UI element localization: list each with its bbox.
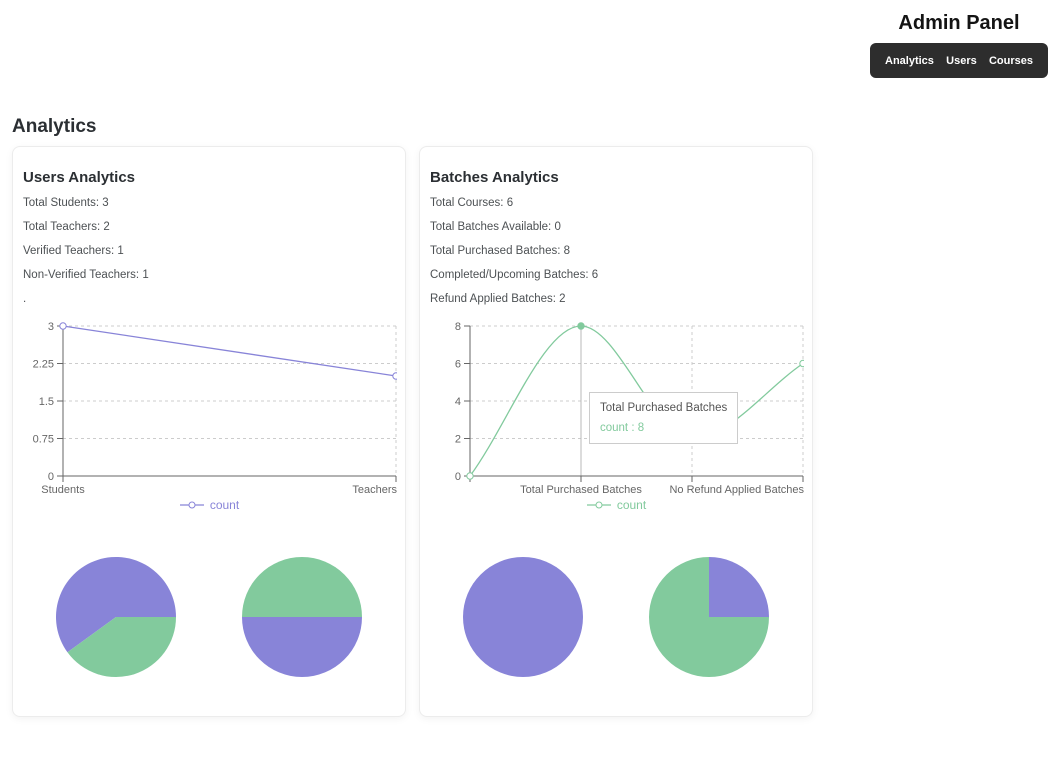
card-title: Batches Analytics bbox=[430, 169, 559, 186]
svg-text:0.75: 0.75 bbox=[33, 434, 54, 446]
users-line-chart[interactable]: 0 0.75 1.5 2.25 3 Students Teachers bbox=[23, 318, 397, 498]
stat-refund-applied: Refund Applied Batches: 2 bbox=[430, 293, 566, 305]
nav-item-courses[interactable]: Courses bbox=[988, 54, 1033, 67]
students-teachers-pie-chart[interactable] bbox=[55, 556, 177, 678]
nav-bar: Analytics Users Courses bbox=[870, 43, 1048, 78]
stat-nonverified-teachers: Non-Verified Teachers: 1 bbox=[23, 269, 149, 281]
batches-line-chart[interactable]: 0 2 4 6 8 Total Purchased Batches No Refund Ap… bbox=[430, 318, 804, 498]
users-analytics-card: Users Analytics Total Students: 3 Total … bbox=[12, 146, 406, 717]
stat-purchased-batches: Total Purchased Batches: 8 bbox=[430, 245, 570, 257]
svg-text:1.5: 1.5 bbox=[39, 396, 54, 408]
main-content: Analytics Users Analytics Total Students… bbox=[12, 116, 813, 717]
nav-item-analytics[interactable]: Analytics bbox=[885, 54, 934, 67]
svg-text:4: 4 bbox=[455, 396, 461, 408]
svg-text:0: 0 bbox=[48, 471, 54, 483]
svg-text:Total Purchased Batches: Total Purchased Batches bbox=[520, 484, 642, 496]
legend-label: count bbox=[209, 498, 240, 512]
page-title: Analytics bbox=[12, 116, 97, 137]
tooltip-label: Total Purchased Batches bbox=[600, 402, 728, 414]
svg-text:0: 0 bbox=[455, 471, 461, 483]
batches-pie-row bbox=[430, 556, 802, 678]
card-title: Users Analytics bbox=[23, 169, 136, 186]
header: Admin Panel Analytics Users Courses bbox=[870, 12, 1048, 78]
legend-label: count bbox=[616, 498, 647, 512]
stat-placeholder-dot: . bbox=[23, 293, 27, 305]
users-chart-legend[interactable]: count bbox=[23, 498, 395, 512]
svg-text:3: 3 bbox=[48, 321, 54, 333]
stat-total-teachers: Total Teachers: 2 bbox=[23, 221, 110, 233]
tooltip-value: count : 8 bbox=[600, 422, 645, 434]
svg-text:Teachers: Teachers bbox=[352, 484, 397, 496]
refund-norefund-pie-chart[interactable] bbox=[648, 556, 770, 678]
stat-total-students: Total Students: 3 bbox=[23, 197, 109, 209]
verified-nonverified-pie-chart[interactable] bbox=[241, 556, 363, 678]
svg-text:Students: Students bbox=[41, 484, 85, 496]
legend-line-icon bbox=[179, 501, 204, 509]
app-title: Admin Panel bbox=[898, 12, 1020, 34]
batches-line-chart-canvas: 0 2 4 6 8 Total Purchased Batches No Refund Ap… bbox=[430, 318, 804, 498]
purchased-available-pie-chart[interactable] bbox=[462, 556, 584, 678]
stat-batches-available: Total Batches Available: 0 bbox=[430, 221, 561, 233]
legend-line-icon bbox=[586, 501, 611, 509]
svg-text:2.25: 2.25 bbox=[33, 359, 54, 371]
users-line-chart-canvas: 0 0.75 1.5 2.25 3 Students Teachers bbox=[23, 318, 397, 498]
svg-text:2: 2 bbox=[455, 434, 461, 446]
svg-text:8: 8 bbox=[455, 321, 461, 333]
stat-completed-upcoming: Completed/Upcoming Batches: 6 bbox=[430, 269, 599, 281]
cards-row: Users Analytics Total Students: 3 Total … bbox=[12, 146, 813, 717]
svg-text:No Refund Applied Batches: No Refund Applied Batches bbox=[669, 484, 804, 496]
stat-verified-teachers: Verified Teachers: 1 bbox=[23, 245, 124, 257]
nav-item-users[interactable]: Users bbox=[946, 54, 977, 67]
chart-tooltip: Total Purchased Batches count : 8 bbox=[589, 392, 739, 444]
stat-total-courses: Total Courses: 6 bbox=[430, 197, 514, 209]
batches-chart-legend[interactable]: count bbox=[430, 498, 802, 512]
users-pie-row bbox=[23, 556, 395, 678]
batches-analytics-card: Batches Analytics Total Courses: 6 Total… bbox=[419, 146, 813, 717]
svg-text:6: 6 bbox=[455, 359, 461, 371]
